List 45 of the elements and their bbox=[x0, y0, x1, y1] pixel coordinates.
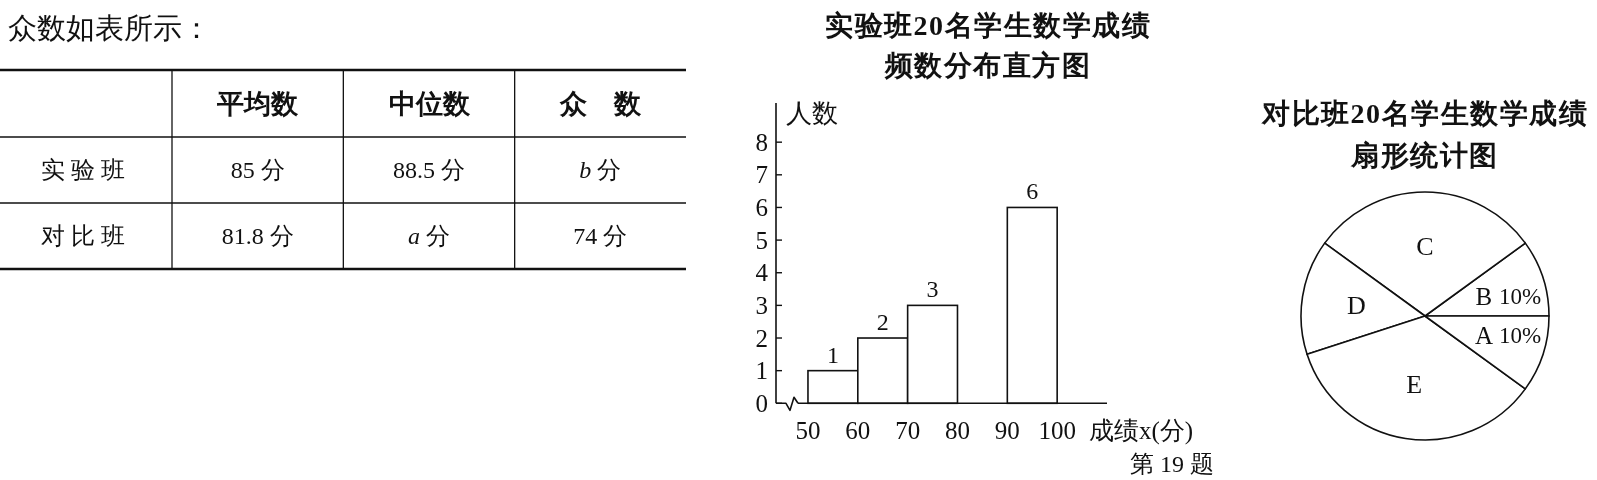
data-label: 3 bbox=[926, 276, 939, 303]
data-label: 2 bbox=[876, 309, 889, 335]
y-tick-label: 8 bbox=[755, 128, 768, 156]
data-label: 1 bbox=[826, 341, 839, 368]
slice-label: C bbox=[1416, 232, 1434, 262]
y-tick-label: 6 bbox=[755, 193, 768, 221]
slice-label: A bbox=[1474, 321, 1493, 349]
subtitle: 频数分布直方图 bbox=[884, 49, 1092, 81]
annotation: 第 19 题 bbox=[1130, 451, 1214, 477]
slice-label: D bbox=[1347, 290, 1366, 320]
y-tick-label: 3 bbox=[755, 291, 768, 319]
column-header: 众 数 bbox=[559, 88, 641, 119]
y-tick-label: 4 bbox=[755, 259, 768, 287]
x-label: 成绩x(分) bbox=[1089, 416, 1194, 444]
x-tick-label: 90 bbox=[994, 416, 1020, 444]
x-tick-label: 60 bbox=[845, 416, 871, 444]
cell: 88.5 分 bbox=[393, 157, 465, 183]
data-label: 6 bbox=[1026, 178, 1039, 205]
x-tick-label: 100 bbox=[1038, 416, 1076, 444]
x-tick-label: 80 bbox=[945, 416, 970, 444]
value-label: 10% bbox=[1498, 284, 1542, 310]
y-tick-label: 7 bbox=[755, 161, 768, 189]
title: 众数如表所示： bbox=[8, 12, 211, 44]
cell: 74 分 bbox=[573, 223, 628, 249]
slice-label: E bbox=[1406, 370, 1423, 400]
row-header: 对比班 bbox=[41, 223, 131, 249]
subtitle: 扇形统计图 bbox=[1351, 139, 1499, 171]
column-header: 中位数 bbox=[388, 88, 470, 119]
y-tick-label: 0 bbox=[755, 389, 768, 417]
title: 对比班20名学生数学成绩 bbox=[1262, 97, 1588, 129]
y-tick-label: 5 bbox=[755, 226, 768, 254]
cell: b 分 bbox=[579, 157, 622, 183]
y-tick-label: 1 bbox=[755, 357, 768, 385]
y-label: 人数 bbox=[786, 98, 838, 128]
cell: 85 分 bbox=[230, 157, 285, 183]
y-tick-label: 2 bbox=[755, 324, 768, 352]
x-tick-label: 50 bbox=[795, 416, 821, 444]
value-label: 10% bbox=[1498, 322, 1542, 348]
cell: 81.8 分 bbox=[221, 223, 294, 249]
slice-label: B bbox=[1475, 283, 1493, 311]
column-header: 平均数 bbox=[217, 88, 299, 119]
row-header: 实验班 bbox=[41, 157, 131, 183]
title: 实验班20名学生数学成绩 bbox=[825, 9, 1151, 41]
cell: a 分 bbox=[408, 223, 450, 249]
x-tick-label: 70 bbox=[895, 416, 921, 444]
